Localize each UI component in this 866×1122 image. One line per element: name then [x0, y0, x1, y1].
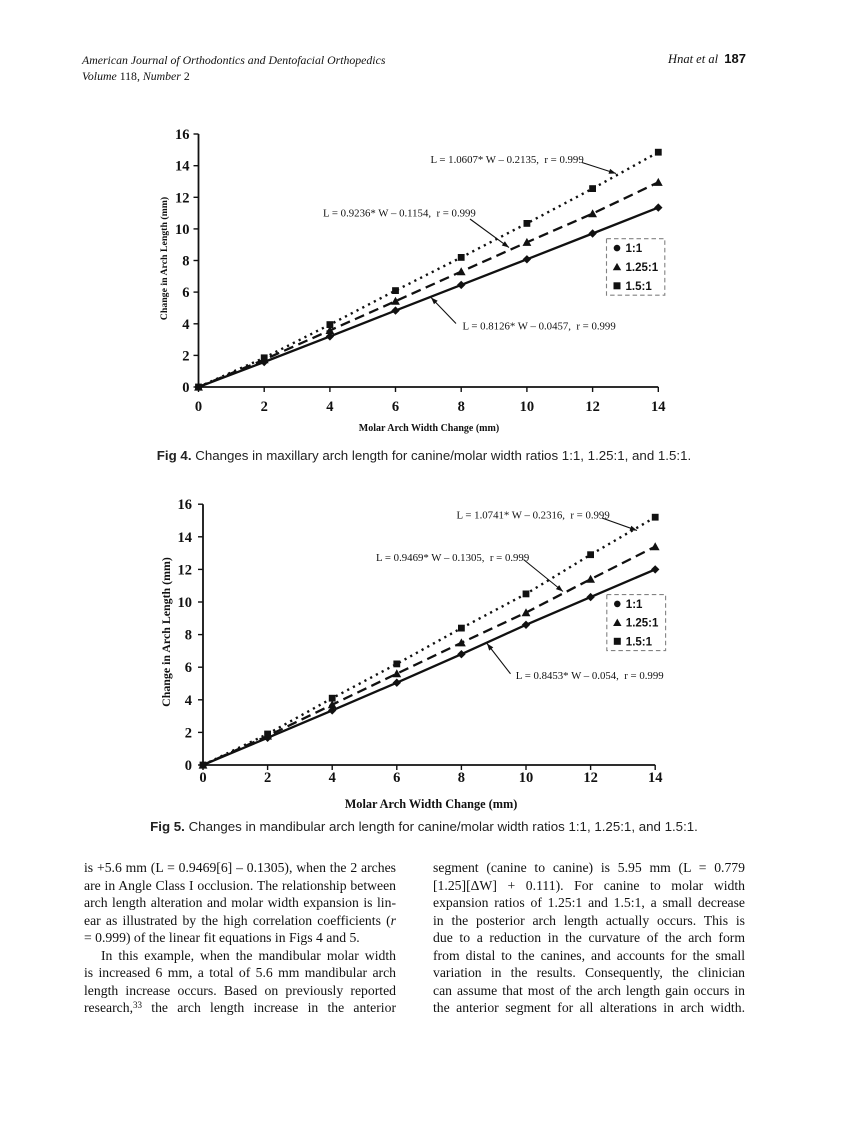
svg-text:16: 16 — [178, 497, 193, 513]
svg-text:10: 10 — [175, 222, 190, 238]
svg-text:6: 6 — [182, 285, 189, 301]
svg-text:1.5:1: 1.5:1 — [626, 281, 653, 293]
svg-text:L = 1.0741* W – 0.2316, r = 0: L = 1.0741* W – 0.2316, r = 0.999 — [457, 510, 610, 522]
svg-text:1:1: 1:1 — [626, 599, 643, 611]
svg-text:0: 0 — [195, 399, 202, 415]
svg-text:14: 14 — [648, 770, 663, 786]
svg-text:4: 4 — [326, 399, 333, 415]
svg-text:8: 8 — [458, 770, 465, 786]
svg-text:14: 14 — [175, 159, 190, 175]
svg-text:2: 2 — [182, 348, 189, 364]
svg-text:0: 0 — [199, 770, 206, 786]
svg-text:14: 14 — [651, 399, 666, 415]
svg-text:8: 8 — [182, 254, 189, 270]
svg-text:0: 0 — [182, 380, 189, 396]
svg-text:12: 12 — [175, 190, 190, 206]
svg-text:4: 4 — [185, 693, 192, 709]
svg-text:12: 12 — [585, 399, 600, 415]
svg-text:8: 8 — [458, 399, 465, 415]
svg-text:8: 8 — [185, 628, 192, 644]
svg-text:6: 6 — [393, 770, 400, 786]
svg-text:0: 0 — [185, 758, 192, 774]
svg-text:Change in Arch Length (mm): Change in Arch Length (mm) — [159, 197, 170, 320]
svg-text:12: 12 — [583, 770, 598, 786]
svg-text:6: 6 — [392, 399, 399, 415]
svg-text:1.5:1: 1.5:1 — [626, 636, 653, 648]
svg-text:L = 0.8126* W – 0.0457, r = 0: L = 0.8126* W – 0.0457, r = 0.999 — [463, 320, 616, 332]
svg-text:16: 16 — [175, 127, 190, 143]
svg-text:L = 0.9469* W – 0.1305, r = 0: L = 0.9469* W – 0.1305, r = 0.999 — [376, 552, 529, 564]
svg-text:1.25:1: 1.25:1 — [626, 262, 659, 274]
svg-text:L = 0.9236* W – 0.1154, r = 0: L = 0.9236* W – 0.1154, r = 0.999 — [323, 208, 476, 220]
svg-text:L = 1.0607* W – 0.2135, r = 0: L = 1.0607* W – 0.2135, r = 0.999 — [431, 154, 584, 166]
svg-text:4: 4 — [329, 770, 336, 786]
svg-text:2: 2 — [264, 770, 271, 786]
svg-text:1.25:1: 1.25:1 — [626, 618, 659, 630]
svg-text:14: 14 — [178, 530, 193, 546]
svg-text:Molar Arch Width Change (mm): Molar Arch Width Change (mm) — [345, 797, 518, 811]
svg-text:10: 10 — [520, 399, 535, 415]
svg-text:Change in Arch Length (mm): Change in Arch Length (mm) — [159, 557, 173, 707]
svg-text:4: 4 — [182, 317, 189, 333]
svg-text:10: 10 — [519, 770, 534, 786]
svg-text:1:1: 1:1 — [626, 243, 643, 255]
svg-text:Molar Arch Width Change (mm): Molar Arch Width Change (mm) — [359, 423, 499, 434]
svg-text:2: 2 — [261, 399, 268, 415]
svg-text:12: 12 — [178, 562, 193, 578]
svg-text:10: 10 — [178, 595, 193, 611]
svg-text:2: 2 — [185, 725, 192, 741]
svg-text:6: 6 — [185, 660, 192, 676]
svg-text:L = 0.8453* W – 0.054, r = 0.: L = 0.8453* W – 0.054, r = 0.999 — [516, 670, 664, 682]
